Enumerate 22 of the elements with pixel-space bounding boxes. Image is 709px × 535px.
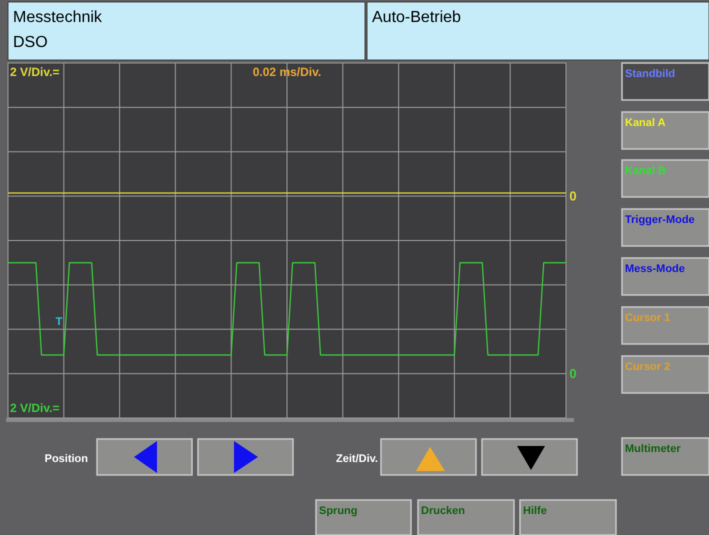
text: Cursor 2 [625, 361, 670, 373]
text: 2 V/Div.= [10, 65, 60, 79]
text: Position [44, 453, 88, 465]
text: Standbild [625, 68, 676, 80]
text: 0 [569, 366, 577, 382]
text: Multimeter [625, 443, 682, 455]
text: 0.02 ms/Div. [252, 65, 322, 79]
text: Mess-Mode [625, 263, 685, 275]
text: Zeit/Div. [336, 453, 378, 465]
text: Kanal B [625, 165, 666, 177]
text: Hilfe [523, 505, 547, 517]
text: Sprung [319, 505, 358, 517]
annotation: 2 V/Div.= [10, 401, 60, 415]
chart-subtitle: DSO [13, 34, 48, 51]
text: Drucken [421, 505, 466, 517]
text: Cursor 1 [625, 312, 670, 324]
annotation: T [56, 316, 63, 328]
chart-title: Messtechnik [13, 9, 103, 26]
text: Trigger-Mode [625, 214, 695, 226]
text: Kanal A [625, 117, 666, 129]
text: 0 [569, 188, 577, 204]
text: Auto-Betrieb [372, 9, 462, 26]
